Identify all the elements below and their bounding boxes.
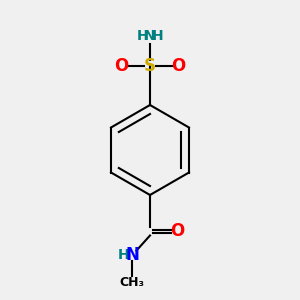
Text: N: N bbox=[125, 246, 139, 264]
Text: S: S bbox=[144, 57, 156, 75]
Text: O: O bbox=[171, 57, 186, 75]
Text: CH₃: CH₃ bbox=[119, 275, 145, 289]
Text: H: H bbox=[152, 29, 163, 43]
Text: O: O bbox=[114, 57, 129, 75]
Text: O: O bbox=[170, 222, 184, 240]
Text: H: H bbox=[137, 29, 148, 43]
Text: H: H bbox=[117, 248, 129, 262]
Text: N: N bbox=[144, 29, 156, 43]
